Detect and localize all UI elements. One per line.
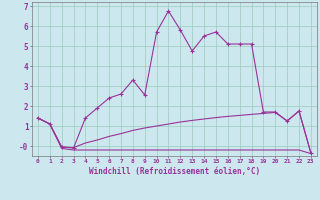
- X-axis label: Windchill (Refroidissement éolien,°C): Windchill (Refroidissement éolien,°C): [89, 167, 260, 176]
